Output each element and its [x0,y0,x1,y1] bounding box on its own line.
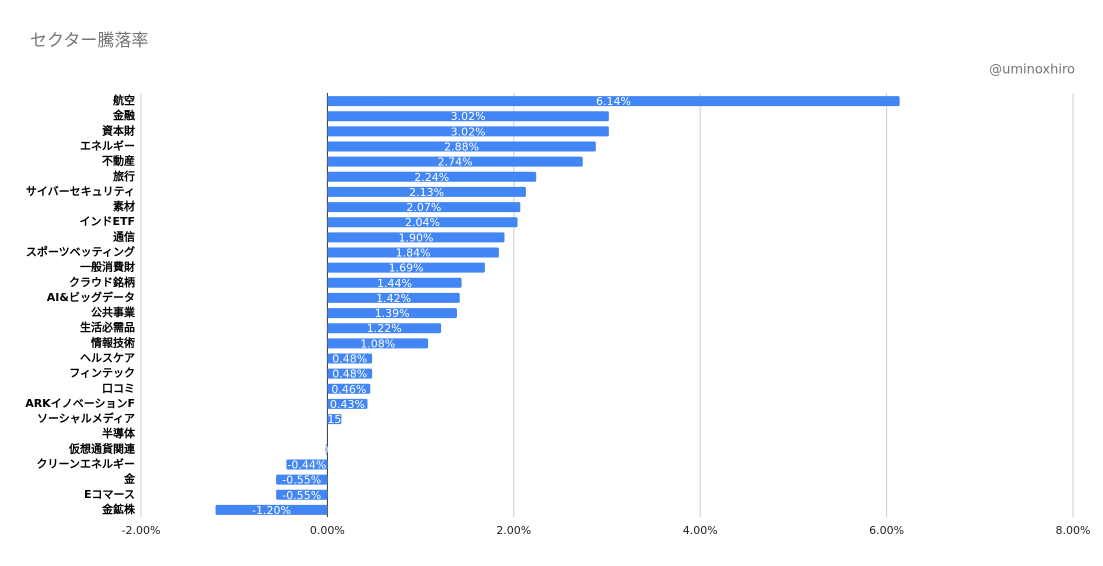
x-tick-label: 8.00% [1056,524,1091,537]
category-label: 半導体 [102,426,136,440]
category-label: AI&ビッグデータ [47,290,135,304]
chart-title: セクター騰落率 [30,31,148,51]
chart-subtitle: @uminoxhiro [989,63,1075,78]
bar [327,186,526,197]
value-label: 1.90% [398,231,433,244]
bar [276,489,328,500]
value-label: 1.22% [367,322,402,335]
bar [327,171,537,182]
category-label: 素材 [113,199,135,213]
category-label: ARKイノベーションF [25,397,135,410]
category-label: 仮想通貨関連 [68,441,136,455]
category-label: 金鉱株 [101,502,136,516]
x-tick-label: -2.00% [122,524,161,537]
bar [327,247,499,258]
value-label: 0.00% [310,428,345,441]
value-label: 1.39% [375,307,410,320]
bar [327,156,583,167]
value-label: 1.44% [377,277,412,290]
value-label: -0.55% [282,489,321,502]
x-tick-label: 2.00% [496,524,531,537]
bar [327,96,900,107]
value-label: 0.46% [331,383,366,396]
category-label: 金 [123,472,136,486]
bar [276,474,328,485]
category-label: Eコマース [84,488,135,501]
value-label: 3.02% [451,110,486,123]
value-label: 0.43% [330,398,365,411]
value-label: 0.15% [317,413,352,426]
bar [327,308,457,319]
category-label: ソーシャルメディア [37,411,135,425]
value-label: -0.44% [287,459,326,472]
bar [327,292,460,303]
value-label: 2.74% [438,156,473,169]
bar [327,368,373,379]
value-label: 2.07% [406,201,441,214]
category-label: 航空 [113,93,135,107]
category-label: 旅行 [113,169,135,183]
value-label: 3.02% [451,125,486,138]
category-label: ヘルスケア [80,352,135,365]
category-label: 通信 [113,229,135,243]
bar [215,504,328,515]
value-label: 1.84% [396,247,431,260]
category-label: 金融 [112,108,135,122]
bar [327,353,373,364]
value-label: -0.55% [282,474,321,487]
category-label: 生活必需品 [80,320,135,334]
bar [327,262,485,273]
value-label: 0.48% [332,368,367,381]
bar [327,338,429,349]
value-label: 2.04% [405,216,440,229]
bar [327,414,342,425]
value-label: -1.20% [252,504,291,517]
category-label: 資本財 [102,123,135,137]
bar [327,126,609,137]
bar [327,277,462,288]
bar [327,383,371,394]
bar [327,111,609,122]
category-label: エネルギー [80,139,135,153]
x-tick-label: 4.00% [683,524,718,537]
category-label: サイバーセキュリティ [26,185,135,198]
value-label: 1.08% [360,337,395,350]
category-label: スポーツベッティング [26,245,135,259]
category-label: 口コミ [102,382,135,395]
category-label: 情報技術 [91,335,135,349]
category-label: インドETF [79,215,135,228]
bar [286,459,328,470]
category-label: クラウド銘柄 [69,275,135,289]
x-tick-label: 6.00% [869,524,904,537]
category-label: 公共事業 [91,305,136,319]
category-label: 一般消費財 [80,260,135,274]
bar [327,202,521,213]
bar [327,398,368,409]
value-label: 1.42% [376,292,411,305]
value-label: -0.02% [307,443,346,456]
bar [327,323,442,334]
value-label: 2.88% [444,141,479,154]
bar [327,217,518,228]
value-label: 1.69% [389,262,424,275]
category-label: 不動産 [102,154,135,168]
value-label: 6.14% [596,95,631,108]
category-label: フィンテック [69,367,135,380]
bar [325,444,328,455]
bar [327,232,505,243]
bar [327,141,596,152]
value-label: 2.13% [409,186,444,199]
value-label: 0.48% [332,353,367,366]
category-label: クリーンエネルギー [37,457,135,471]
value-label: 2.24% [414,171,449,184]
x-tick-label: 0.00% [310,524,345,537]
